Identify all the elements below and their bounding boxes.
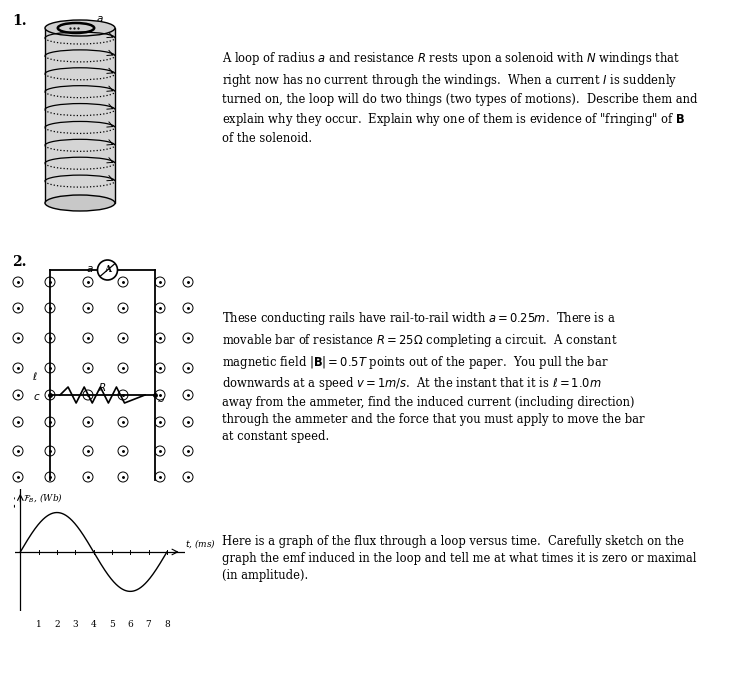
Circle shape xyxy=(183,277,193,287)
Circle shape xyxy=(183,333,193,343)
Circle shape xyxy=(118,303,128,313)
Circle shape xyxy=(13,390,23,400)
Text: $c$: $c$ xyxy=(33,392,41,402)
Circle shape xyxy=(118,446,128,456)
Text: $t$, (ms): $t$, (ms) xyxy=(185,537,216,550)
Circle shape xyxy=(183,472,193,482)
Text: A: A xyxy=(104,265,111,274)
Circle shape xyxy=(118,390,128,400)
Text: $b$: $b$ xyxy=(157,392,165,404)
Circle shape xyxy=(183,390,193,400)
Circle shape xyxy=(118,417,128,427)
Circle shape xyxy=(45,277,55,287)
Circle shape xyxy=(155,417,165,427)
Circle shape xyxy=(118,333,128,343)
Text: A loop of radius $a$ and resistance $R$ rests upon a solenoid with $N$ windings : A loop of radius $a$ and resistance $R$ … xyxy=(222,50,697,145)
Circle shape xyxy=(155,303,165,313)
Circle shape xyxy=(83,472,93,482)
Text: $\ell$: $\ell$ xyxy=(32,370,38,382)
Circle shape xyxy=(83,363,93,373)
Ellipse shape xyxy=(45,20,115,36)
Circle shape xyxy=(155,363,165,373)
Text: $R$: $R$ xyxy=(99,381,107,393)
Circle shape xyxy=(83,303,93,313)
Circle shape xyxy=(83,417,93,427)
Text: These conducting rails have rail-to-rail width $a = 0.25m$.  There is a
movable : These conducting rails have rail-to-rail… xyxy=(222,310,645,443)
Circle shape xyxy=(155,277,165,287)
Circle shape xyxy=(118,363,128,373)
Circle shape xyxy=(13,277,23,287)
Circle shape xyxy=(13,363,23,373)
Circle shape xyxy=(183,446,193,456)
Circle shape xyxy=(45,446,55,456)
Circle shape xyxy=(45,417,55,427)
Circle shape xyxy=(45,363,55,373)
Circle shape xyxy=(45,472,55,482)
Circle shape xyxy=(183,303,193,313)
Circle shape xyxy=(155,446,165,456)
Circle shape xyxy=(13,472,23,482)
Circle shape xyxy=(183,417,193,427)
Circle shape xyxy=(83,277,93,287)
Text: 2.: 2. xyxy=(12,255,27,269)
Circle shape xyxy=(13,446,23,456)
Circle shape xyxy=(45,333,55,343)
Circle shape xyxy=(155,333,165,343)
Text: 3.: 3. xyxy=(12,497,27,511)
Circle shape xyxy=(118,472,128,482)
Text: 1.: 1. xyxy=(12,14,27,28)
Circle shape xyxy=(13,417,23,427)
Circle shape xyxy=(45,390,55,400)
Circle shape xyxy=(83,333,93,343)
Text: Here is a graph of the flux through a loop versus time.  Carefully sketch on the: Here is a graph of the flux through a lo… xyxy=(222,535,697,582)
Ellipse shape xyxy=(45,195,115,211)
Text: $a$: $a$ xyxy=(96,14,104,24)
Circle shape xyxy=(83,390,93,400)
Circle shape xyxy=(98,260,118,280)
Circle shape xyxy=(13,333,23,343)
Circle shape xyxy=(183,363,193,373)
Bar xyxy=(45,28,115,203)
Circle shape xyxy=(118,277,128,287)
Circle shape xyxy=(13,303,23,313)
Circle shape xyxy=(155,390,165,400)
Circle shape xyxy=(83,446,93,456)
Text: $\mathcal{F}_B$, (Wb): $\mathcal{F}_B$, (Wb) xyxy=(23,491,63,504)
Text: $a$: $a$ xyxy=(85,264,93,274)
Circle shape xyxy=(45,303,55,313)
Circle shape xyxy=(155,472,165,482)
